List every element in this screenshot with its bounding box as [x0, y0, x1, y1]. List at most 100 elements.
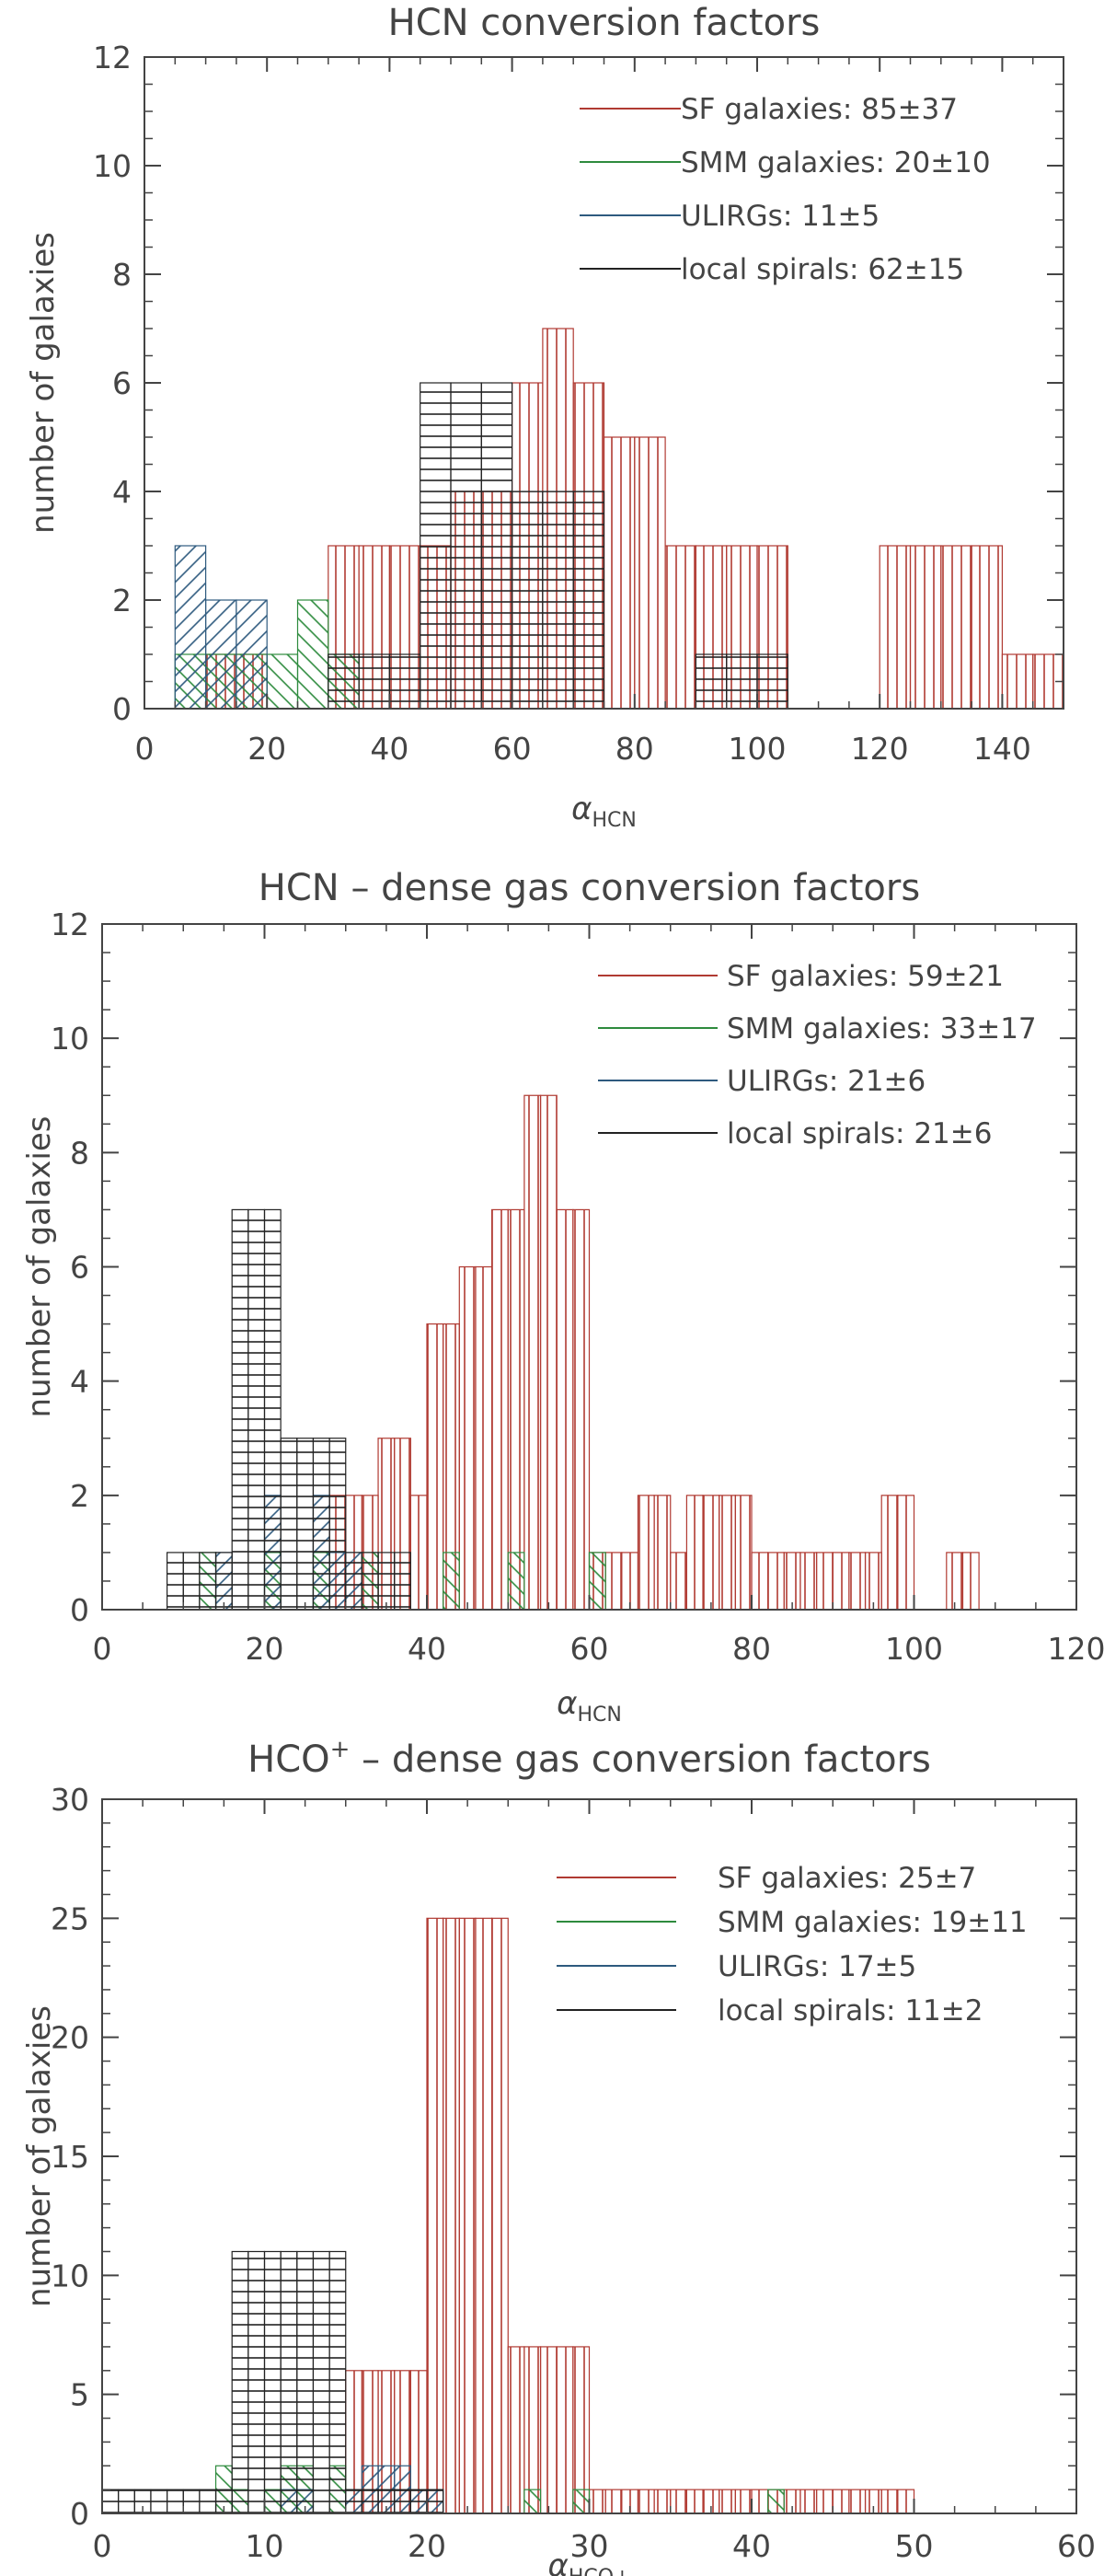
- y-tick-label: 8: [70, 1135, 89, 1171]
- x-axis-label: αHCN: [557, 1685, 622, 1727]
- y-tick-label: 0: [70, 2496, 89, 2532]
- histogram-bar: [961, 1552, 980, 1611]
- histogram-bar: [167, 1552, 184, 1611]
- x-tick-label: 0: [93, 2528, 112, 2564]
- histogram-bar: [167, 2489, 184, 2514]
- histogram-bar: [507, 1208, 525, 1611]
- histogram-bar: [296, 1438, 315, 1611]
- histogram-bar: [231, 2250, 249, 2514]
- histogram-bar: [394, 2489, 411, 2514]
- histogram-bar: [236, 599, 268, 710]
- y-axis-label: number of galaxies: [21, 2005, 58, 2307]
- histogram-bar: [388, 653, 421, 710]
- histogram-bar: [734, 1495, 753, 1611]
- histogram-bar: [409, 1495, 428, 1611]
- title-superscript: +: [330, 1736, 351, 1763]
- histogram-bar: [799, 2489, 818, 2514]
- histogram-bar: [263, 1208, 282, 1611]
- histogram-bar: [556, 1208, 574, 1611]
- histogram-bar: [328, 2250, 347, 2514]
- x-label-subscript: HCO+: [569, 2566, 631, 2576]
- legend-entry: SMM galaxies: 33±17: [727, 1012, 1037, 1045]
- y-tick-label: 10: [93, 148, 132, 184]
- histogram-bar: [539, 1094, 558, 1611]
- histogram-bar: [879, 545, 912, 710]
- y-tick-label: 10: [51, 1021, 89, 1057]
- x-tick-label: 80: [615, 731, 654, 767]
- histogram-bar: [118, 2489, 135, 2514]
- histogram-bar: [909, 545, 942, 710]
- histogram-bar: [507, 2346, 525, 2514]
- title-main: HCO: [247, 1739, 330, 1781]
- histogram-bar: [480, 382, 513, 710]
- series-3: [167, 1208, 411, 1611]
- histogram-bar: [426, 1323, 444, 1611]
- legend-entry: ULIRGs: 21±6: [727, 1065, 926, 1098]
- histogram-bar: [214, 1552, 233, 1611]
- histogram-bar: [490, 1917, 509, 2514]
- histogram-bar: [637, 2489, 655, 2514]
- histogram-bar: [751, 2489, 769, 2514]
- histogram-bar: [490, 1208, 509, 1611]
- histogram-bar: [199, 2489, 217, 2514]
- x-axis-label: αHCO+: [547, 2547, 630, 2576]
- histogram-bar: [247, 2250, 266, 2514]
- y-tick-label: 4: [70, 1364, 89, 1400]
- histogram-bar: [897, 2489, 915, 2514]
- histogram-bar: [312, 2250, 330, 2514]
- histogram-bar: [394, 1552, 411, 1611]
- legend-entry: ULIRGs: 11±5: [681, 200, 880, 233]
- histogram-bar: [767, 2489, 785, 2514]
- histogram-bar: [572, 2346, 591, 2514]
- histogram-bar: [328, 1438, 347, 1611]
- histogram-bar: [588, 2489, 606, 2514]
- histogram-bar: [664, 545, 696, 710]
- histogram-bar: [946, 1552, 964, 1611]
- x-tick-label: 140: [973, 731, 1031, 767]
- histogram-bar: [523, 2489, 542, 2514]
- x-tick-label: 60: [570, 1631, 609, 1667]
- histogram-bar: [556, 2346, 574, 2514]
- histogram-bar: [783, 1552, 801, 1611]
- histogram-bar: [328, 653, 360, 710]
- y-tick-label: 5: [70, 2377, 89, 2413]
- x-tick-label: 30: [570, 2528, 609, 2564]
- histogram-bar: [101, 2489, 120, 2514]
- histogram-bar: [426, 2489, 444, 2514]
- chart-title: HCN – dense gas conversion factors: [259, 867, 920, 909]
- histogram-bar: [174, 545, 207, 710]
- histogram-bar: [361, 2489, 379, 2514]
- legend-entry: SF galaxies: 25±7: [718, 1862, 976, 1895]
- y-tick-label: 6: [112, 365, 132, 401]
- histogram-bar: [409, 2489, 428, 2514]
- x-tick-label: 80: [732, 1631, 771, 1667]
- histogram-bar: [604, 1552, 623, 1611]
- histogram-bar: [670, 2489, 687, 2514]
- histogram-bar: [734, 2489, 753, 2514]
- histogram-bar: [507, 1552, 525, 1611]
- histogram-bar: [815, 2489, 834, 2514]
- histogram-bar: [150, 2489, 168, 2514]
- histogram-bar: [542, 491, 574, 710]
- histogram-bar: [361, 1552, 379, 1611]
- y-tick-label: 2: [70, 1478, 89, 1514]
- legend-entry: ULIRGs: 17±5: [718, 1950, 916, 1983]
- histogram-bar: [897, 1495, 915, 1611]
- histogram-bar: [182, 2489, 201, 2514]
- histogram-bar: [653, 1495, 672, 1611]
- y-tick-label: 0: [70, 1592, 89, 1628]
- x-tick-label: 40: [408, 1631, 446, 1667]
- histogram-bar: [345, 2489, 362, 2514]
- histogram-bar: [539, 2346, 558, 2514]
- histogram-bar: [588, 1552, 606, 1611]
- y-tick-label: 10: [51, 2258, 89, 2293]
- histogram-bar: [358, 653, 391, 710]
- y-tick-label: 8: [112, 257, 132, 293]
- histogram-bar: [940, 545, 972, 710]
- y-tick-label: 4: [112, 474, 132, 510]
- x-tick-label: 100: [885, 1631, 943, 1667]
- series-3: [101, 2250, 444, 2514]
- series-0: [205, 328, 1064, 710]
- histogram-bar: [247, 1208, 266, 1611]
